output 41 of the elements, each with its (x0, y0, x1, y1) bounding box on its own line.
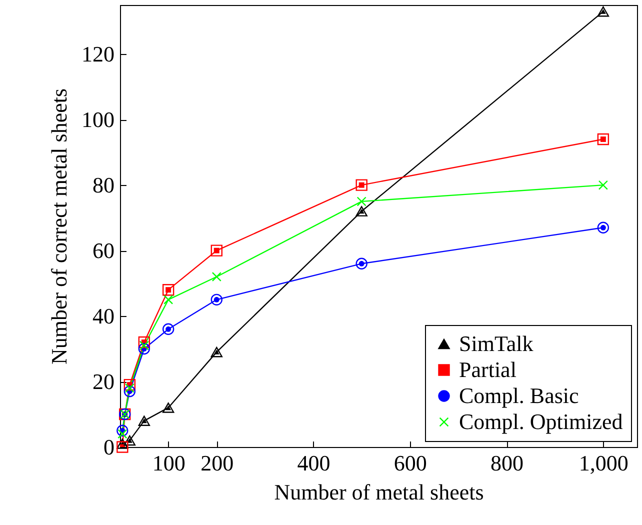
legend-label: Compl. Optimized (459, 409, 623, 434)
point (118, 429, 128, 439)
x-tick-label: 800 (490, 450, 524, 476)
legend-label: SimTalk (459, 331, 534, 356)
y-tick-label: 80 (92, 172, 114, 198)
y-tick-label: 40 (92, 304, 114, 329)
point (139, 340, 149, 350)
point (124, 383, 134, 393)
y-tick-label: 60 (92, 238, 114, 264)
point (356, 179, 368, 191)
y-tick-label: 120 (82, 42, 114, 67)
point (162, 402, 174, 413)
y-tick-label: 20 (92, 369, 114, 394)
point (210, 346, 222, 358)
point (124, 435, 136, 446)
point (212, 272, 222, 282)
x-tick-label: 400 (297, 450, 330, 476)
y-tick-label: 100 (82, 107, 114, 132)
point (164, 294, 174, 304)
x-axis-title: Number of metal sheets (274, 480, 484, 504)
point (162, 284, 174, 296)
legend-label: Compl. Basic (459, 383, 580, 408)
x-tick-label: 1,000 (578, 450, 628, 476)
x-tick-label: 200 (200, 450, 234, 476)
y-axis-title: Number of correct metal sheets (46, 88, 72, 365)
point (597, 6, 610, 17)
point (116, 441, 128, 453)
legend-label: Partial (459, 357, 516, 382)
point (356, 196, 366, 206)
y-tick-label: 0 (104, 434, 114, 460)
x-tick-label: 100 (152, 450, 186, 476)
point (597, 133, 610, 146)
point (138, 416, 150, 426)
point (356, 258, 368, 270)
point (598, 180, 608, 190)
point (597, 222, 610, 234)
point (356, 206, 368, 216)
point (210, 244, 222, 256)
x-tick-label: 600 (394, 450, 427, 476)
point (162, 323, 174, 335)
point (210, 294, 222, 306)
